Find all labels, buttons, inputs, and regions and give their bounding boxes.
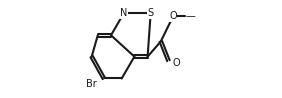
Text: O: O bbox=[173, 58, 180, 68]
Text: N: N bbox=[120, 8, 127, 18]
Text: Br: Br bbox=[86, 79, 97, 89]
Text: S: S bbox=[147, 8, 154, 18]
Text: O: O bbox=[169, 11, 177, 21]
Text: —: — bbox=[185, 11, 195, 21]
